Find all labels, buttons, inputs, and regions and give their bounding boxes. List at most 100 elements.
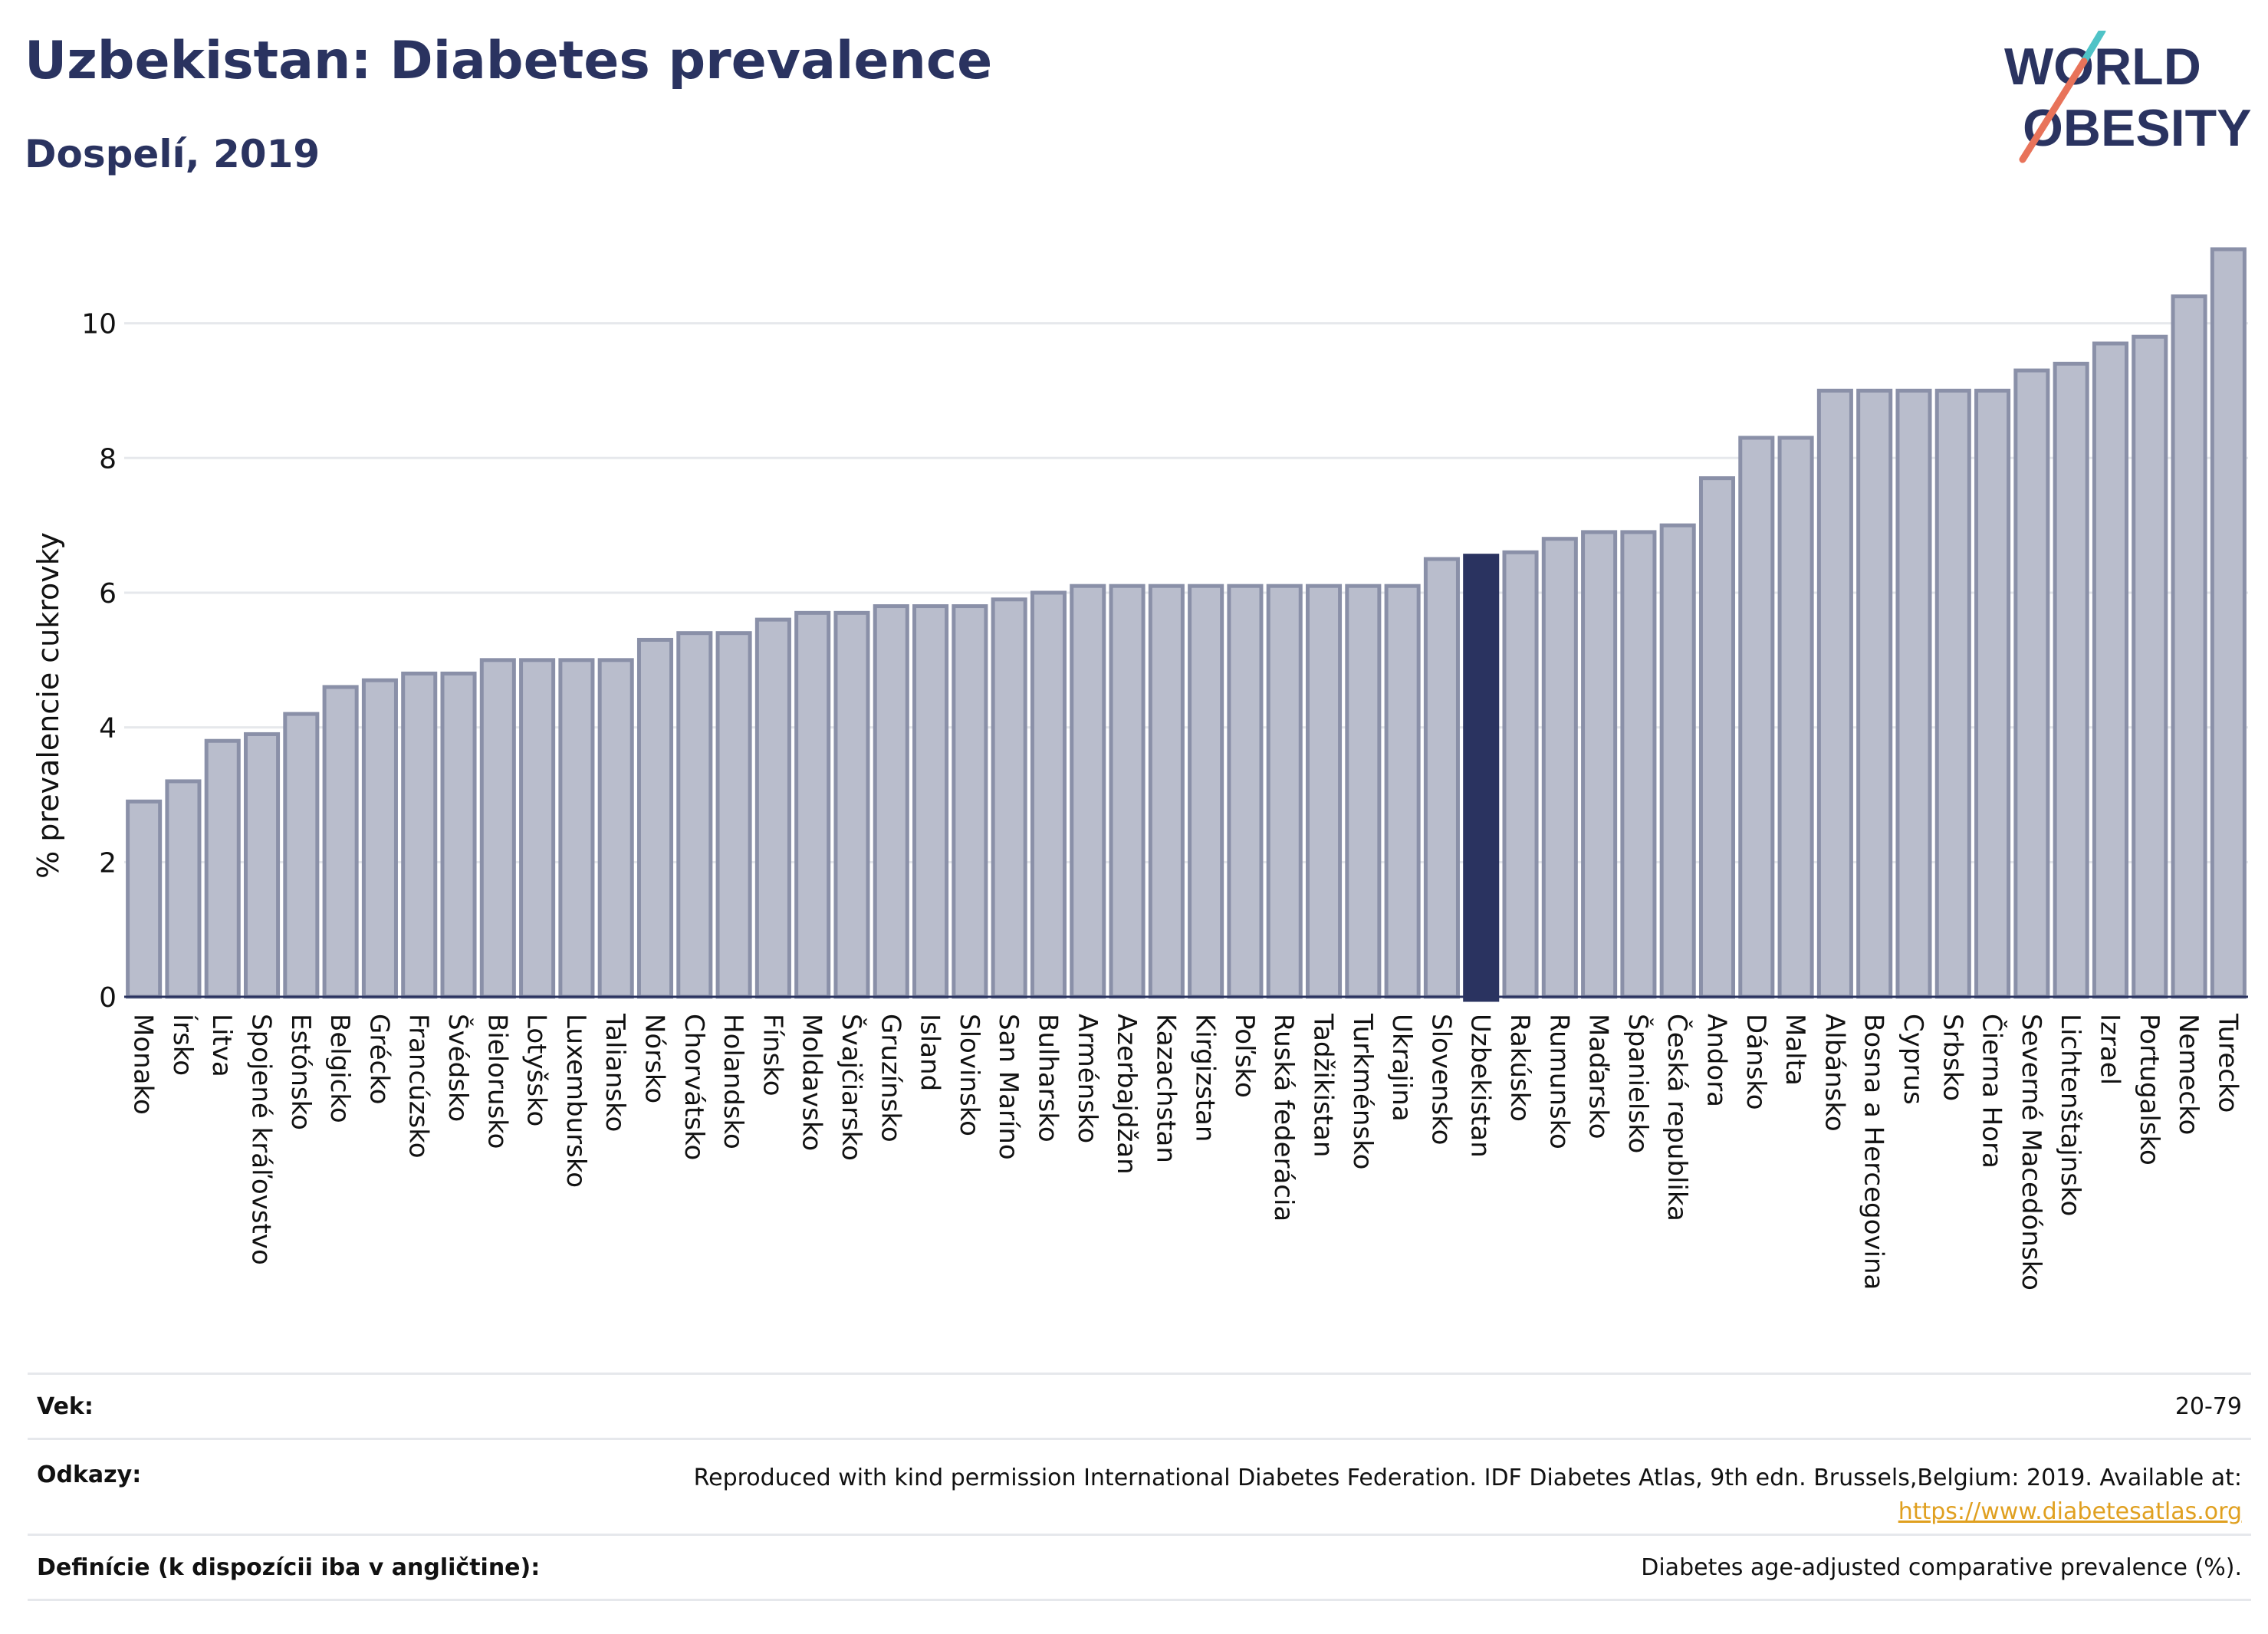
x-tick-label: Maďarsko bbox=[1583, 1014, 1614, 1139]
x-tick-label: Grécko bbox=[363, 1014, 394, 1104]
bar bbox=[1659, 523, 1696, 999]
x-tick-label: Srbsko bbox=[1937, 1014, 1967, 1101]
bar bbox=[2210, 247, 2247, 999]
x-tick-label: Albánsko bbox=[1819, 1014, 1849, 1132]
chart-subtitle: Dospelí, 2019 bbox=[25, 132, 320, 176]
y-axis-ticks: 0 2 4 6 8 10 bbox=[81, 309, 117, 1014]
logo-slash-teal bbox=[2080, 31, 2106, 65]
x-tick-label: Island bbox=[915, 1014, 945, 1091]
bar bbox=[1738, 436, 1775, 999]
bar bbox=[794, 610, 831, 999]
x-tick-label: Francúzsko bbox=[403, 1014, 434, 1159]
references-value: Reproduced with kind permission Internat… bbox=[694, 1461, 2242, 1529]
y-tick-label: 4 bbox=[99, 713, 117, 745]
bar bbox=[1974, 388, 2011, 999]
bar bbox=[2092, 341, 2128, 999]
logo-line2: OBESITY bbox=[2023, 99, 2252, 157]
bar bbox=[1188, 584, 1224, 999]
x-tick-label: Izrael bbox=[2094, 1014, 2125, 1085]
bar bbox=[1816, 388, 1853, 999]
y-tick-label: 10 bbox=[81, 309, 117, 340]
bar bbox=[676, 631, 713, 999]
x-tick-label: Česká republika bbox=[1662, 1014, 1693, 1221]
bar bbox=[519, 658, 556, 999]
bar bbox=[322, 685, 359, 999]
footer-row-definition: Definície (k dispozícii iba v angličtine… bbox=[28, 1534, 2251, 1601]
bar bbox=[1895, 388, 1932, 999]
x-tick-label: Azerbajdžan bbox=[1111, 1014, 1142, 1175]
y-axis-label: % prevalencie cukrovky bbox=[31, 532, 65, 879]
bar bbox=[912, 604, 949, 999]
x-tick-label: Írsko bbox=[167, 1014, 199, 1076]
bar bbox=[244, 732, 281, 999]
x-tick-label: Bulharsko bbox=[1032, 1014, 1063, 1142]
x-tick-label: Slovinsko bbox=[954, 1014, 984, 1136]
info-footer: Vek: 20-79 Odkazy: Reproduced with kind … bbox=[28, 1373, 2251, 1601]
x-tick-label: Estónsko bbox=[285, 1014, 316, 1130]
x-tick-label: Čierna Hora bbox=[1977, 1014, 2008, 1169]
x-tick-label: Bielorusko bbox=[482, 1014, 512, 1149]
bar bbox=[2171, 294, 2207, 999]
bar bbox=[1463, 554, 1500, 1002]
chart-title: Uzbekistan: Diabetes prevalence bbox=[25, 31, 993, 91]
footer-row-references: Odkazy: Reproduced with kind permission … bbox=[28, 1438, 2251, 1534]
references-text: Reproduced with kind permission Internat… bbox=[693, 1465, 2242, 1491]
x-tick-label: Andora bbox=[1701, 1014, 1732, 1107]
bar bbox=[2053, 361, 2089, 999]
x-tick-label: Kazachstan bbox=[1150, 1014, 1181, 1163]
x-tick-label: Cyprus bbox=[1898, 1014, 1928, 1105]
logo-slash-coral bbox=[2019, 58, 2088, 163]
footer-row-age: Vek: 20-79 bbox=[28, 1373, 2251, 1438]
x-tick-label: Dánsko bbox=[1740, 1014, 1771, 1110]
bar bbox=[479, 658, 516, 999]
x-tick-label: Švajčiarsko bbox=[836, 1014, 867, 1161]
x-tick-label: Litva bbox=[206, 1014, 237, 1077]
bar bbox=[597, 658, 634, 999]
x-tick-label: Belgicko bbox=[324, 1014, 355, 1123]
x-tick-label: Turecko bbox=[2212, 1013, 2243, 1113]
logo-line1: WORLD bbox=[2004, 38, 2201, 96]
x-tick-label: Poľsko bbox=[1229, 1014, 1260, 1098]
x-tick-label: Malta bbox=[1780, 1014, 1810, 1086]
bar bbox=[1306, 584, 1343, 999]
x-tick-label: Luxembursko bbox=[560, 1014, 591, 1188]
x-tick-label: Fínsko bbox=[757, 1014, 787, 1096]
bar bbox=[1856, 388, 1893, 999]
age-value: 20-79 bbox=[2174, 1393, 2242, 1420]
bar bbox=[1266, 584, 1303, 999]
bar bbox=[1698, 476, 1736, 999]
age-label: Vek: bbox=[37, 1393, 94, 1420]
bar bbox=[636, 637, 674, 999]
x-tick-label: Ruská federácia bbox=[1268, 1014, 1299, 1221]
x-tick-label: Rakúsko bbox=[1504, 1014, 1535, 1122]
bar bbox=[1345, 584, 1382, 999]
x-tick-label: Severné Macedónsko bbox=[2016, 1014, 2046, 1290]
bar bbox=[754, 617, 791, 999]
bar bbox=[558, 658, 595, 999]
x-tick-label: Chorvátsko bbox=[679, 1014, 709, 1160]
y-tick-label: 6 bbox=[99, 578, 117, 610]
definition-value: Diabetes age-adjusted comparative preval… bbox=[1641, 1554, 2242, 1581]
bars bbox=[126, 247, 2247, 1002]
y-tick-label: 8 bbox=[99, 443, 117, 475]
bar bbox=[283, 712, 320, 999]
bar bbox=[1227, 584, 1264, 999]
bar bbox=[1423, 557, 1460, 999]
y-tick-label: 2 bbox=[99, 847, 117, 879]
definition-label: Definície (k dispozícii iba v angličtine… bbox=[37, 1554, 541, 1581]
references-label: Odkazy: bbox=[37, 1461, 142, 1488]
x-tick-label: Moldavsko bbox=[797, 1014, 827, 1151]
bar bbox=[952, 604, 988, 999]
diabetesatlas-link[interactable]: https://www.diabetesatlas.org bbox=[1898, 1498, 2242, 1525]
x-tick-label: San Maríno bbox=[993, 1014, 1024, 1160]
x-tick-label: Bosna a Hercegovina bbox=[1859, 1014, 1889, 1290]
x-tick-label: Arménsko bbox=[1072, 1014, 1103, 1143]
bar-chart: 0 2 4 6 8 10 % prevalencie cukrovky Monako Írs… bbox=[31, 247, 2248, 1290]
x-tick-label: Slovensko bbox=[1425, 1014, 1456, 1145]
x-tick-label: Spojené kráľovstvo bbox=[246, 1014, 277, 1265]
x-tick-label: Rumunsko bbox=[1543, 1014, 1574, 1149]
bar bbox=[1109, 584, 1146, 999]
bar bbox=[1620, 530, 1657, 999]
x-tick-label: Gruzínsko bbox=[875, 1014, 906, 1142]
bar bbox=[991, 597, 1027, 999]
